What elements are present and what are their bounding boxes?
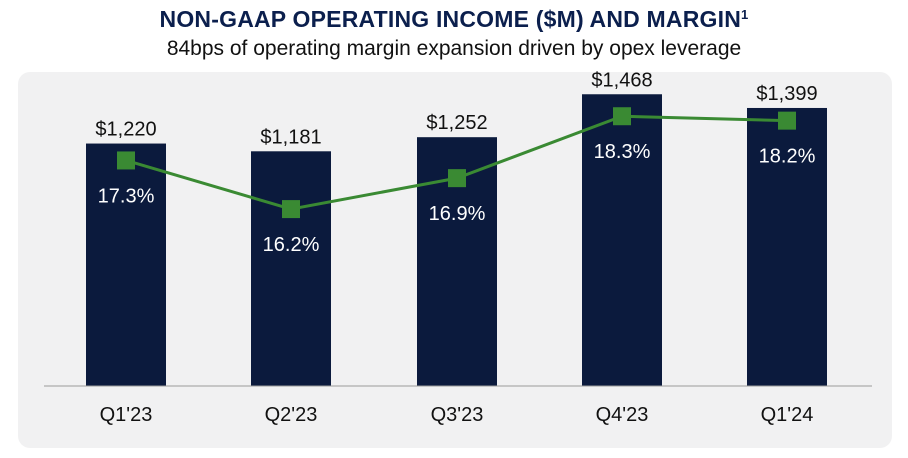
title-footnote-marker: 1: [741, 7, 749, 22]
bar-value-label: $1,252: [426, 112, 487, 134]
margin-marker: [613, 107, 631, 126]
margin-marker: [282, 200, 300, 219]
bar-value-label: $1,220: [95, 119, 156, 141]
bar: [582, 94, 662, 386]
margin-value-label: 16.9%: [429, 203, 486, 225]
x-tick-label: Q2'23: [265, 404, 318, 426]
labels-layer: $1,220 $1,181 $1,252 $1,468 $1,399 Q1'23 Q2'23…: [95, 69, 817, 426]
x-tick-label: Q1'23: [100, 404, 153, 426]
margin-value-label: 17.3%: [98, 185, 155, 207]
bar: [86, 143, 166, 386]
margin-line-layer: [117, 107, 796, 219]
x-tick-label: Q4'23: [596, 404, 649, 426]
margin-marker: [448, 169, 466, 188]
x-tick-label: Q1'24: [761, 404, 814, 426]
margin-value-label: 16.2%: [263, 234, 320, 256]
bar: [747, 107, 827, 386]
bar-value-label: $1,181: [260, 126, 321, 148]
bar-value-label: $1,468: [591, 69, 652, 91]
margin-value-label: 18.3%: [594, 141, 651, 163]
chart-subtitle: 84bps of operating margin expansion driv…: [166, 37, 742, 60]
x-tick-label: Q3'23: [431, 404, 484, 426]
margin-marker: [117, 151, 135, 170]
header: NON-GAAP OPERATING INCOME ($M) AND MARGI…: [0, 4, 908, 63]
bars-layer: [86, 94, 827, 386]
bar-value-label: $1,399: [756, 83, 817, 105]
margin-value-label: 18.2%: [759, 146, 816, 168]
margin-marker: [778, 111, 796, 130]
bar: [251, 151, 331, 386]
chart-title: NON-GAAP OPERATING INCOME ($M) AND MARGI…: [159, 6, 749, 32]
